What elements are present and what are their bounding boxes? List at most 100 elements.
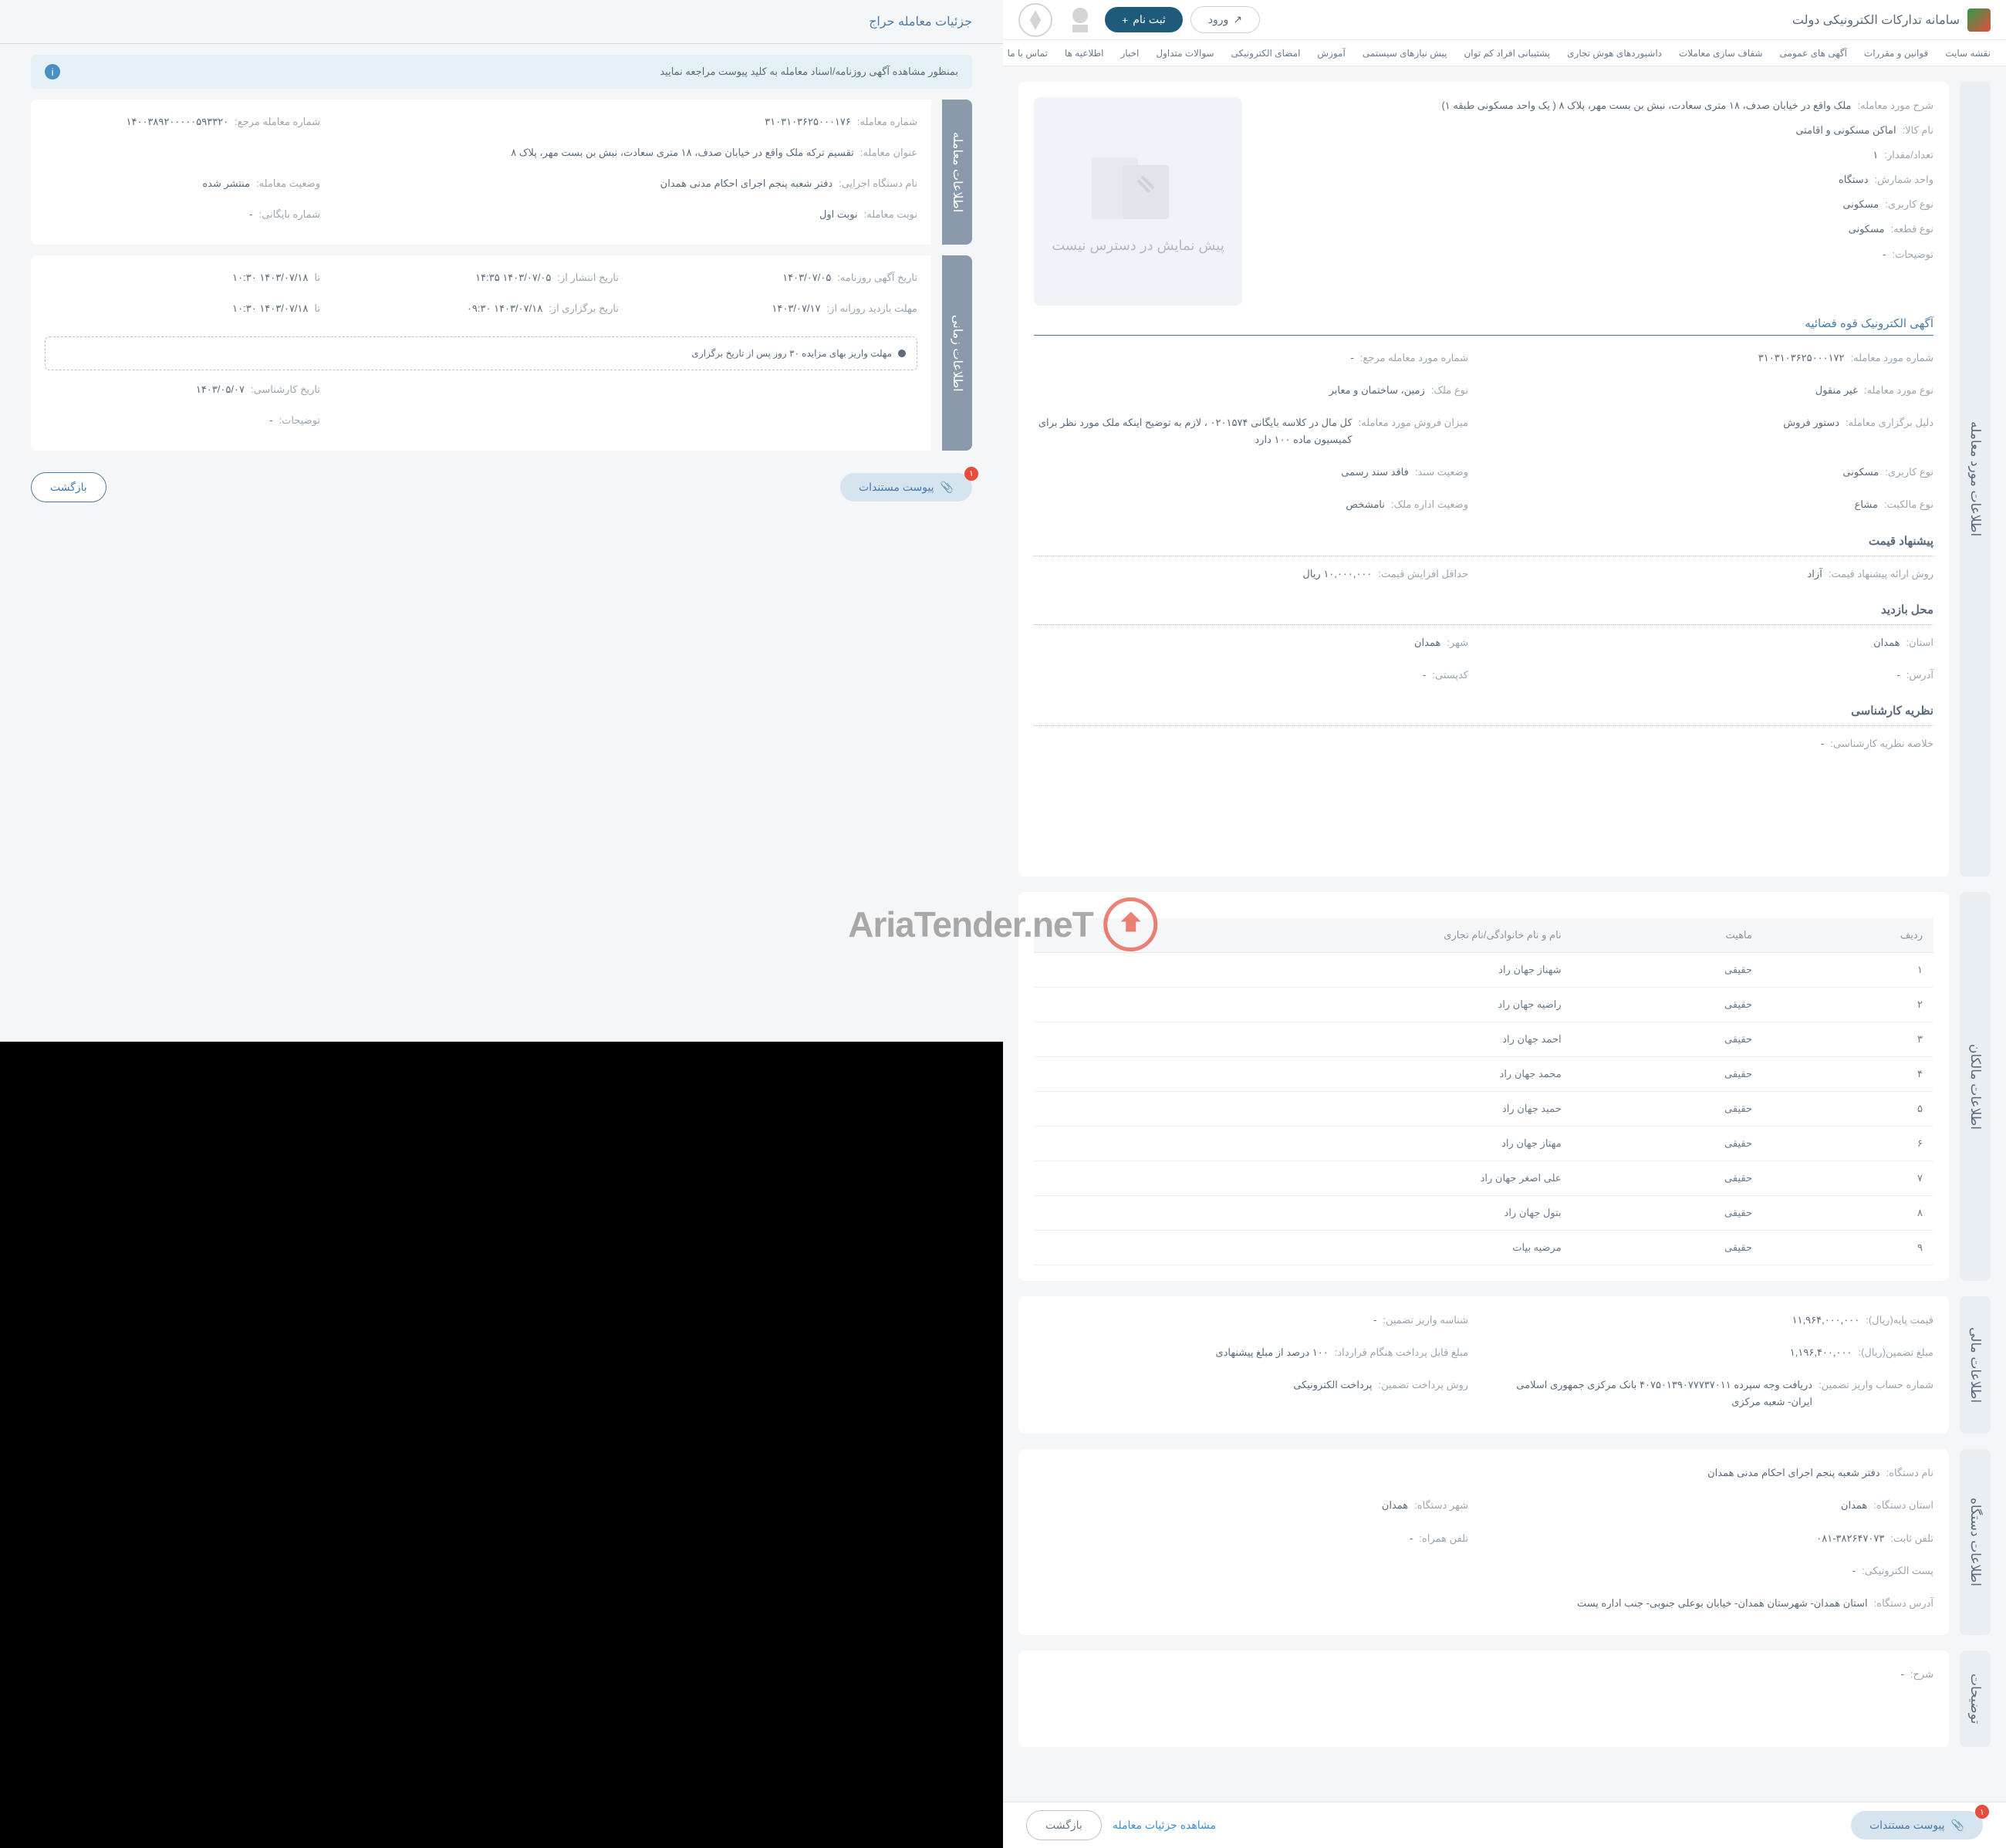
info-label: روش پرداخت تضمین: [1379, 1377, 1468, 1410]
preview-unavailable: پیش نمایش در دسترس نیست [1034, 97, 1242, 306]
info-value: ۱,۱۹۶,۴۰۰,۰۰۰ [1790, 1344, 1852, 1361]
info-value: دفتر شعبه پنجم اجرای احکام مدنی همدان [1707, 1465, 1879, 1481]
info-label: تاریخ کارشناسی: [251, 381, 320, 398]
info-label: نام دستگاه اجرایی: [839, 175, 917, 192]
bullet-icon [898, 350, 906, 357]
info-value: ۱۰,۰۰۰,۰۰۰ ریال [1302, 566, 1372, 583]
info-value: دریافت وجه سپرده ۴۰۷۵۰۱۳۹۰۷۷۷۳۷۰۱۱ بانک … [1499, 1377, 1812, 1410]
nav-item[interactable]: امضای الکترونیکی [1231, 48, 1301, 59]
info-value: آزاد [1808, 566, 1822, 583]
nav-item[interactable]: شفاف سازی معاملات [1679, 48, 1763, 59]
info-label: تاریخ آگهی روزنامه: [837, 269, 917, 286]
page-title: جزئیات معامله حراج [0, 0, 1003, 44]
plus-icon: + [1122, 14, 1128, 26]
info-label: نام دستگاه: [1886, 1465, 1933, 1481]
info-value: مشاع [1855, 496, 1878, 513]
table-row: ۴حقیقیمحمد جهان راد [1034, 1057, 1933, 1092]
table-cell: حقیقی [1572, 953, 1763, 988]
info-value: تقسیم ترکه ملک واقع در خیابان صدف، ۱۸ مت… [511, 144, 854, 161]
attach-button[interactable]: 📎 پیوست مستندات [1851, 1811, 1983, 1840]
info-label: تعداد/مقدار: [1884, 147, 1933, 164]
info-label: تلفن همراه: [1419, 1530, 1468, 1547]
table-cell: بتول جهان راد [1034, 1196, 1572, 1231]
nav-item[interactable]: تماس با ما [1008, 48, 1048, 59]
shield-icon [1104, 897, 1158, 951]
nav-item[interactable]: پشتیبانی افراد کم توان [1464, 48, 1550, 59]
nav-item[interactable]: داشبوردهای هوش تجاری [1567, 48, 1662, 59]
nav-item[interactable]: اطلاعیه ها [1065, 48, 1104, 59]
info-value: پرداخت الکترونیکی [1293, 1377, 1372, 1410]
table-cell: ۳ [1763, 1022, 1933, 1057]
info-label: مهلت بازدید روزانه از: [827, 300, 917, 317]
table-row: ۶حقیقیمهتاز جهان راد [1034, 1127, 1933, 1161]
judicial-link[interactable]: آگهی الکترونیک قوه قضائیه [1034, 316, 1933, 336]
back-button[interactable]: بازگشت [1026, 1810, 1102, 1840]
nav-item[interactable]: قوانین و مقررات [1864, 48, 1928, 59]
attach-button-left[interactable]: 📎 پیوست مستندات [840, 473, 972, 502]
nav-item[interactable]: سوالات متداول [1156, 48, 1214, 59]
info-value: مسکونی [1849, 221, 1885, 238]
table-row: ۳حقیقیاحمد جهان راد [1034, 1022, 1933, 1057]
site-title: سامانه تدارکات الکترونیکی دولت [1792, 12, 1960, 28]
info-value: همدان [1841, 1497, 1867, 1514]
info-icon: i [45, 64, 60, 79]
info-value: - [1373, 1312, 1376, 1329]
details-link[interactable]: مشاهده جزئیات معامله [1113, 1810, 1216, 1840]
info-value: ۰۸۱-۳۸۲۶۴۷۰۷۳ [1816, 1530, 1884, 1547]
info-value: - [1350, 350, 1353, 367]
info-value: ۱۴۰۳/۰۵/۰۷ [196, 381, 245, 398]
org-sidebar-label: اطلاعات دستگاه [1960, 1449, 1991, 1634]
info-label: شماره بایگانی: [259, 206, 320, 223]
attach-label: پیوست مستندات [859, 481, 934, 494]
table-cell: حمید جهان راد [1034, 1092, 1572, 1127]
table-cell: حقیقی [1572, 1161, 1763, 1196]
nav-item[interactable]: آگهی های عمومی [1780, 48, 1847, 59]
info-value: ۱۴۰۰۳۸۹۲۰۰۰۰۰۵۹۳۳۲۰ [127, 113, 229, 130]
info-value: ۱۴۰۳/۰۷/۰۵ ۱۴:۳۵ [475, 269, 551, 286]
owners-sidebar-label: اطلاعات مالکان [1960, 892, 1991, 1281]
info-label: تا [314, 269, 320, 286]
info-value: ۱۰۰ درصد از مبلغ پیشنهادی [1215, 1344, 1328, 1361]
table-cell: راضیه جهان راد [1034, 988, 1572, 1022]
watermark: AriaTender.neT [848, 897, 1157, 951]
table-row: ۱حقیقیشهناز جهان راد [1034, 953, 1933, 988]
login-button[interactable]: ↗ ورود [1190, 6, 1260, 33]
info-label: واحد شمارش: [1875, 171, 1934, 188]
nav-item[interactable]: آموزش [1317, 48, 1345, 59]
info-label: نوع قطعه: [1891, 221, 1933, 238]
register-button[interactable]: ثبت نام + [1105, 7, 1183, 32]
info-label: نوع ملک: [1431, 382, 1468, 399]
table-row: ۲حقیقیراضیه جهان راد [1034, 988, 1933, 1022]
nav-item[interactable]: نقشه سایت [1945, 48, 1991, 59]
table-cell: شهناز جهان راد [1034, 953, 1572, 988]
info-value: ۱۴۰۳/۰۷/۱۷ [772, 300, 820, 317]
info-value: ۱ [1873, 147, 1878, 164]
info-label: شرح: [1910, 1666, 1933, 1683]
expert-header: نظریه کارشناسی [1034, 704, 1933, 718]
info-label: وضعیت سند: [1415, 464, 1468, 481]
nav-item[interactable]: پیش نیازهای سیستمی [1363, 48, 1447, 59]
info-value: - [1410, 1530, 1413, 1547]
price-header: پیشنهاد قیمت [1034, 534, 1933, 548]
attach-badge: ۱ [1975, 1805, 1989, 1819]
info-value: منتشر شده [202, 175, 250, 192]
info-label: وضعیت اداره ملک: [1391, 496, 1468, 513]
back-button-left[interactable]: بازگشت [31, 472, 106, 502]
info-value: مسکونی [1842, 196, 1879, 213]
table-cell: ۲ [1763, 988, 1933, 1022]
financial-sidebar-label: اطلاعات مالی [1960, 1296, 1991, 1434]
notes-sidebar-label: توضیحات [1960, 1650, 1991, 1747]
info-label: کدپستی: [1432, 667, 1468, 684]
table-cell: ۹ [1763, 1231, 1933, 1265]
info-value: اماکن مسکونی و اقامتی [1795, 122, 1896, 139]
login-icon: ↗ [1233, 13, 1242, 26]
info-value: - [1821, 735, 1824, 752]
info-label: آدرس دستگاه: [1874, 1595, 1933, 1612]
info-value: دستگاه [1839, 171, 1869, 188]
info-label: توضیحات: [1893, 246, 1934, 263]
table-cell: حقیقی [1572, 1092, 1763, 1127]
info-value: مسکونی [1842, 464, 1879, 481]
table-cell: احمد جهان راد [1034, 1022, 1572, 1057]
nav-item[interactable]: اخبار [1121, 48, 1140, 59]
info-label: شهر: [1447, 634, 1468, 651]
